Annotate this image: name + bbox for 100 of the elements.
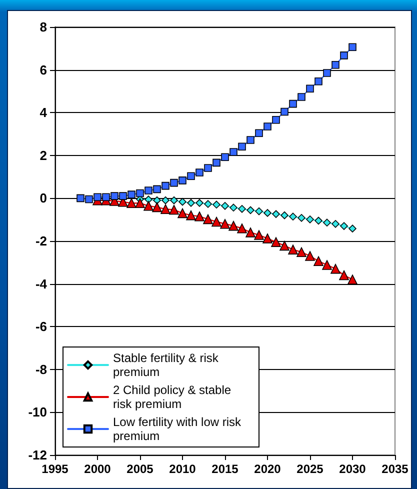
y-tick-label: -6 xyxy=(35,319,47,334)
point xyxy=(212,200,220,209)
point xyxy=(237,223,247,234)
point xyxy=(170,196,178,204)
point xyxy=(186,210,196,220)
point xyxy=(119,192,127,200)
point xyxy=(204,200,212,208)
y-tick-label: -12 xyxy=(28,448,47,462)
point xyxy=(332,220,340,228)
point xyxy=(298,214,306,222)
point xyxy=(305,251,315,261)
point xyxy=(238,142,246,151)
point xyxy=(314,216,322,225)
legend-label: Low fertility with low risk premium xyxy=(113,415,244,443)
point xyxy=(76,194,84,202)
point xyxy=(144,196,152,204)
point xyxy=(289,212,297,221)
point xyxy=(228,220,238,231)
point xyxy=(272,116,280,124)
point xyxy=(339,270,349,280)
point xyxy=(196,168,204,176)
point xyxy=(178,198,186,206)
point xyxy=(153,185,161,194)
point xyxy=(246,136,254,144)
y-tick-label: 6 xyxy=(40,62,47,78)
point xyxy=(323,218,331,226)
point xyxy=(221,153,229,162)
x-tick-label: 2030 xyxy=(339,462,366,476)
point xyxy=(169,204,179,215)
point xyxy=(135,198,145,208)
x-tick-label: 2035 xyxy=(382,462,409,476)
point xyxy=(289,100,297,108)
point xyxy=(230,148,238,156)
x-tick-label: 1995 xyxy=(42,462,69,476)
point xyxy=(136,189,144,198)
point xyxy=(144,201,154,211)
y-tick-label: 8 xyxy=(40,20,47,34)
y-tick-label: -4 xyxy=(35,276,48,292)
y-tick-label: 0 xyxy=(40,190,47,206)
point xyxy=(153,196,161,204)
point xyxy=(126,198,136,208)
x-tick-label: 2005 xyxy=(126,462,154,476)
point xyxy=(348,43,356,52)
point xyxy=(348,274,358,284)
point xyxy=(332,60,340,69)
point xyxy=(162,182,170,190)
point xyxy=(314,256,324,266)
point xyxy=(262,234,272,244)
point xyxy=(348,224,356,232)
x-tick-label: 2025 xyxy=(296,462,324,476)
point xyxy=(221,202,229,210)
point xyxy=(220,218,230,229)
point xyxy=(144,186,152,194)
point xyxy=(212,158,220,167)
point xyxy=(288,244,298,254)
y-tick-label: -2 xyxy=(35,234,47,248)
point xyxy=(102,193,110,202)
point xyxy=(340,52,348,60)
point xyxy=(152,202,162,212)
point xyxy=(196,199,204,207)
point xyxy=(204,164,212,172)
point xyxy=(194,211,204,222)
point xyxy=(330,264,340,274)
point xyxy=(264,209,272,217)
point xyxy=(203,214,213,224)
point xyxy=(162,196,170,204)
x-tick-label: 2010 xyxy=(169,462,196,476)
point xyxy=(323,69,331,77)
point xyxy=(170,178,178,187)
point xyxy=(94,193,102,202)
x-tick-label: 2000 xyxy=(84,462,112,476)
point xyxy=(280,240,290,251)
x-tick-label: 2020 xyxy=(254,462,282,476)
point xyxy=(212,216,222,227)
point xyxy=(306,215,314,224)
y-tick-label: 2 xyxy=(40,148,47,163)
point xyxy=(272,210,280,218)
point xyxy=(340,222,348,230)
point xyxy=(254,230,264,240)
y-tick-label: -8 xyxy=(35,362,47,377)
point xyxy=(255,207,263,216)
point xyxy=(238,205,246,213)
y-tick-label: -10 xyxy=(28,404,47,420)
point xyxy=(187,199,195,207)
point xyxy=(178,176,186,184)
point xyxy=(314,77,322,86)
point xyxy=(246,228,256,238)
point xyxy=(298,93,306,101)
point xyxy=(230,204,238,212)
point xyxy=(110,192,118,200)
point xyxy=(296,247,306,258)
legend-label: 2 Child policy & stable risk premium xyxy=(113,383,234,411)
x-tick-label: 2015 xyxy=(212,462,239,476)
point xyxy=(187,172,195,180)
point xyxy=(280,211,288,220)
point xyxy=(85,195,93,204)
point xyxy=(178,208,188,218)
point xyxy=(160,204,170,214)
legend-label: Stable fertility & risk premium xyxy=(113,351,222,379)
point xyxy=(246,206,254,214)
